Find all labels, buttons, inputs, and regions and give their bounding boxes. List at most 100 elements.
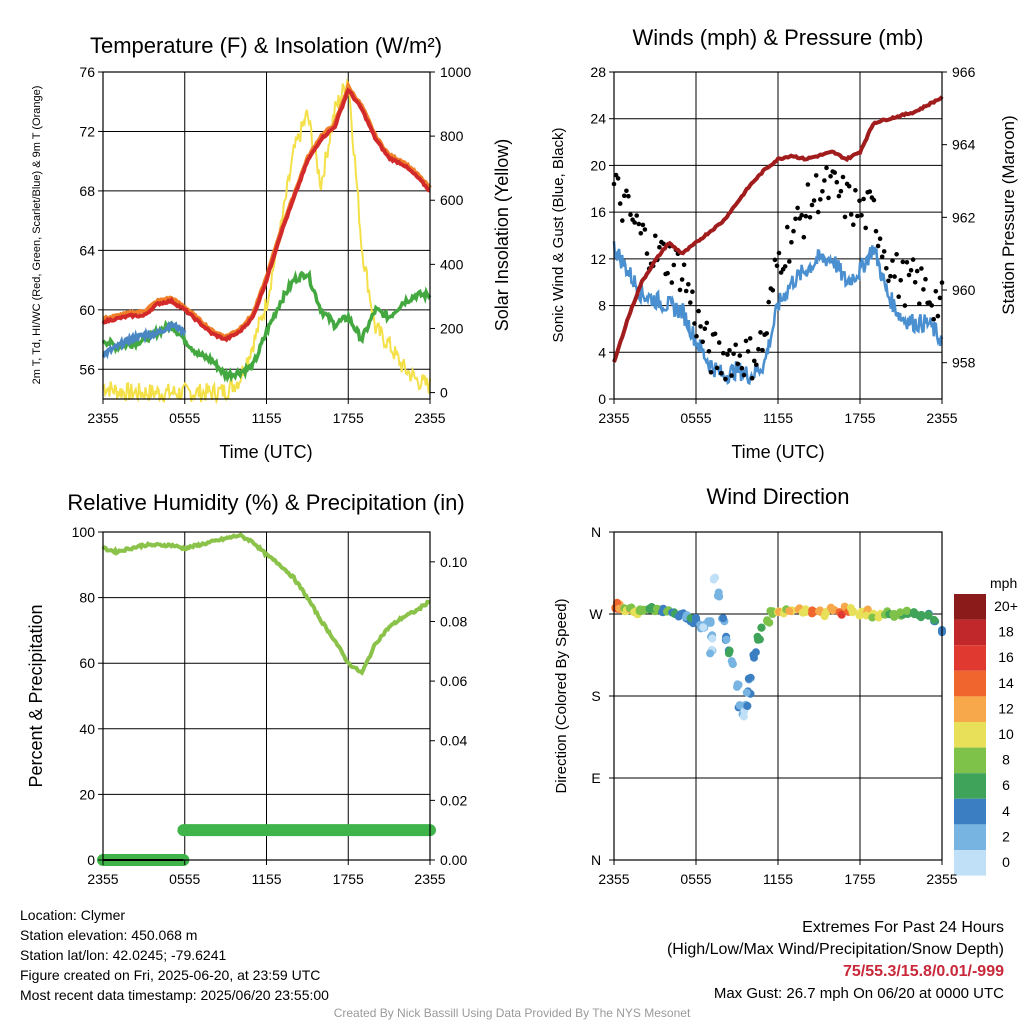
gust-point: [669, 280, 675, 285]
wind-y-tick-label: 12: [590, 251, 606, 267]
gust-point: [842, 214, 848, 220]
gust-point: [818, 197, 823, 202]
winds-x-tick-label: 2355: [926, 410, 957, 426]
gust-point: [657, 245, 662, 250]
wind-direction-point: [719, 614, 728, 623]
gust-point: [632, 220, 637, 225]
gust-point: [686, 282, 691, 287]
wdir-x-tick-label: 1155: [763, 871, 793, 887]
gust-point: [634, 213, 639, 218]
gust-point: [902, 303, 908, 308]
winds-x-label: Time (UTC): [731, 442, 824, 462]
insolation-y-tick-label: 200: [440, 320, 464, 336]
colorbar-swatch: [954, 747, 986, 774]
gust-point: [921, 287, 926, 292]
gust-point: [894, 252, 899, 257]
precip-y-tick-label: 0.10: [440, 554, 467, 570]
wind-y-tick-label: 0: [598, 391, 606, 407]
temp-2m-line: [101, 87, 431, 343]
gust-point: [904, 260, 910, 265]
wind-direction-point: [889, 610, 898, 619]
gust-point: [774, 263, 780, 269]
winds-x-tick-label: 1755: [844, 410, 875, 426]
gust-point: [906, 272, 912, 278]
colorbar-swatch: [954, 824, 986, 850]
gust-point: [721, 350, 726, 356]
gust-point: [908, 268, 914, 273]
wind-direction-point: [924, 610, 933, 619]
wind-direction-point: [801, 605, 810, 614]
credit-line: Created By Nick Bassill Using Data Provi…: [333, 1006, 691, 1020]
colorbar-label: 20+: [994, 598, 1018, 614]
gust-point: [642, 227, 648, 232]
colorbar-swatch: [954, 850, 986, 876]
wind-y-tick-label: 4: [598, 344, 606, 360]
gust-point: [807, 215, 813, 220]
insolation-y-tick-label: 400: [440, 256, 464, 272]
extremes-box: Extremes For Past 24 Hours (High/Low/Max…: [667, 917, 1004, 1005]
rh-y-tick-label: 20: [79, 786, 95, 802]
gust-point: [731, 351, 736, 357]
gust-point: [714, 365, 720, 371]
colorbar-label: 16: [998, 649, 1014, 665]
winds-right-y-label: Station Pressure (Maroon): [999, 115, 1018, 314]
gust-point: [628, 212, 633, 217]
wind-direction-point: [914, 611, 923, 620]
wind-direction-point: [708, 634, 717, 643]
gust-point: [692, 321, 697, 326]
gust-point: [690, 289, 695, 295]
gust-point: [640, 222, 646, 228]
wind-direction-point: [896, 608, 905, 617]
wind-y-tick-label: 28: [590, 64, 606, 80]
gust-point: [760, 347, 765, 353]
wind-direction-point: [742, 688, 751, 697]
wind-direction-point: [710, 574, 718, 583]
insolation-y-tick-label: 0: [440, 385, 448, 401]
station-location: Location: Clymer: [20, 907, 126, 923]
gust-point: [758, 330, 763, 335]
gust-point: [793, 216, 798, 222]
wind-direction-panel: Wind Direction Direction (Colored By Spe…: [553, 484, 1018, 887]
figure-created: Figure created on Fri, 2025-06-20, at 23…: [20, 967, 321, 983]
sustained-wind-line: [612, 241, 944, 386]
wdir-x-tick-label: 2355: [926, 871, 957, 887]
winds-x-tick-label: 1155: [763, 410, 793, 426]
rh-y-tick-label: 40: [79, 721, 95, 737]
wdir-x-tick-label: 0555: [680, 871, 711, 887]
gust-point: [803, 213, 809, 219]
wdir-x-tick-label: 1755: [844, 871, 875, 887]
wind-direction-point: [846, 604, 855, 612]
gust-point: [638, 231, 644, 236]
gust-point: [743, 338, 749, 344]
gust-point: [797, 216, 802, 221]
wind-direction-point: [751, 648, 760, 657]
gust-point: [745, 349, 751, 354]
gust-point: [747, 336, 753, 341]
wind-y-tick-label: 24: [590, 111, 606, 127]
gust-point: [702, 326, 708, 332]
gust-point: [890, 258, 895, 263]
gust-point: [933, 289, 939, 294]
gust-point: [729, 373, 734, 378]
gust-point: [867, 189, 873, 194]
rh-y-tick-label: 0: [87, 852, 95, 868]
gust-point: [873, 228, 879, 234]
gust-point: [809, 202, 815, 208]
gust-point: [892, 274, 897, 279]
colorbar-label: 14: [998, 675, 1014, 691]
wind-direction-point: [757, 623, 766, 632]
gust-point: [694, 333, 699, 339]
colorbar-swatch: [954, 594, 986, 620]
rh-panel-title: Relative Humidity (%) & Precipitation (i…: [67, 490, 464, 515]
gust-point: [851, 222, 856, 227]
gust-point: [723, 376, 728, 382]
wind-direction-point: [706, 617, 715, 626]
wdir-y-label: S: [591, 688, 600, 704]
rh-y-tick-label: 80: [79, 590, 95, 606]
recent-data-timestamp: Most recent data timestamp: 2025/06/20 2…: [20, 987, 329, 1003]
colorbar-swatch: [954, 696, 986, 722]
gust-point: [871, 197, 877, 203]
station-info: Location: Clymer Station elevation: 450.…: [20, 905, 329, 1005]
gust-point: [708, 370, 714, 375]
